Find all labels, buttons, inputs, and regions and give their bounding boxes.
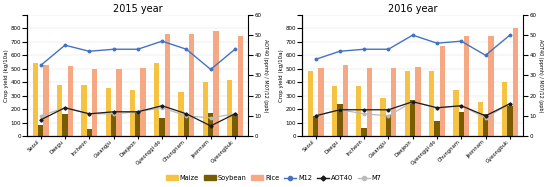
Bar (483, 114, 488, 136)
Bar (391, 68, 397, 136)
Bar (189, 34, 194, 136)
Bar (307, 71, 313, 136)
Bar (135, 112, 141, 136)
Y-axis label: Crop yield (kg/10a): Crop yield (kg/10a) (279, 49, 284, 102)
Bar (116, 69, 121, 136)
Bar (380, 98, 386, 136)
Y-axis label: AOT40 (ppmh) / M07/12 (ppb): AOT40 (ppmh) / M07/12 (ppb) (538, 39, 543, 112)
Y-axis label: AOT40 (ppmh) / M07/12 (ppb): AOT40 (ppmh) / M07/12 (ppb) (263, 39, 268, 112)
Bar (429, 71, 434, 136)
Bar (208, 113, 213, 136)
Bar (440, 46, 445, 136)
Bar (178, 92, 184, 136)
Bar (57, 85, 62, 136)
Legend: Maize, Soybean, Rice, M12, AOT40, M7: Maize, Soybean, Rice, M12, AOT40, M7 (163, 172, 384, 184)
Bar (184, 114, 189, 136)
Bar (405, 71, 410, 136)
Bar (464, 36, 469, 136)
Bar (453, 90, 458, 136)
Bar (386, 115, 391, 136)
Bar (356, 86, 362, 136)
Bar (213, 31, 219, 136)
Bar (318, 68, 324, 136)
Bar (141, 68, 146, 136)
Bar (313, 117, 318, 136)
Title: 2016 year: 2016 year (388, 4, 438, 14)
Bar (106, 88, 111, 136)
Title: 2015 year: 2015 year (113, 4, 162, 14)
Bar (362, 128, 367, 136)
Bar (478, 102, 483, 136)
Bar (111, 114, 116, 136)
Bar (237, 36, 243, 136)
Bar (507, 106, 513, 136)
Bar (81, 85, 86, 136)
Bar (38, 125, 43, 136)
Bar (332, 86, 337, 136)
Bar (513, 28, 518, 136)
Bar (232, 114, 237, 136)
Bar (502, 82, 507, 136)
Bar (92, 69, 97, 136)
Y-axis label: Crop yield (kg/10a): Crop yield (kg/10a) (4, 49, 9, 102)
Bar (458, 112, 464, 136)
Bar (62, 114, 68, 136)
Bar (165, 34, 170, 136)
Bar (159, 118, 165, 136)
Bar (410, 100, 415, 136)
Bar (488, 36, 493, 136)
Bar (367, 68, 372, 136)
Bar (130, 90, 135, 136)
Bar (86, 129, 92, 136)
Bar (342, 65, 348, 136)
Bar (33, 63, 38, 136)
Bar (337, 104, 342, 136)
Bar (227, 80, 232, 136)
Bar (202, 82, 208, 136)
Bar (154, 63, 159, 136)
Bar (68, 66, 73, 136)
Bar (43, 65, 49, 136)
Bar (415, 67, 421, 136)
Bar (434, 121, 440, 136)
